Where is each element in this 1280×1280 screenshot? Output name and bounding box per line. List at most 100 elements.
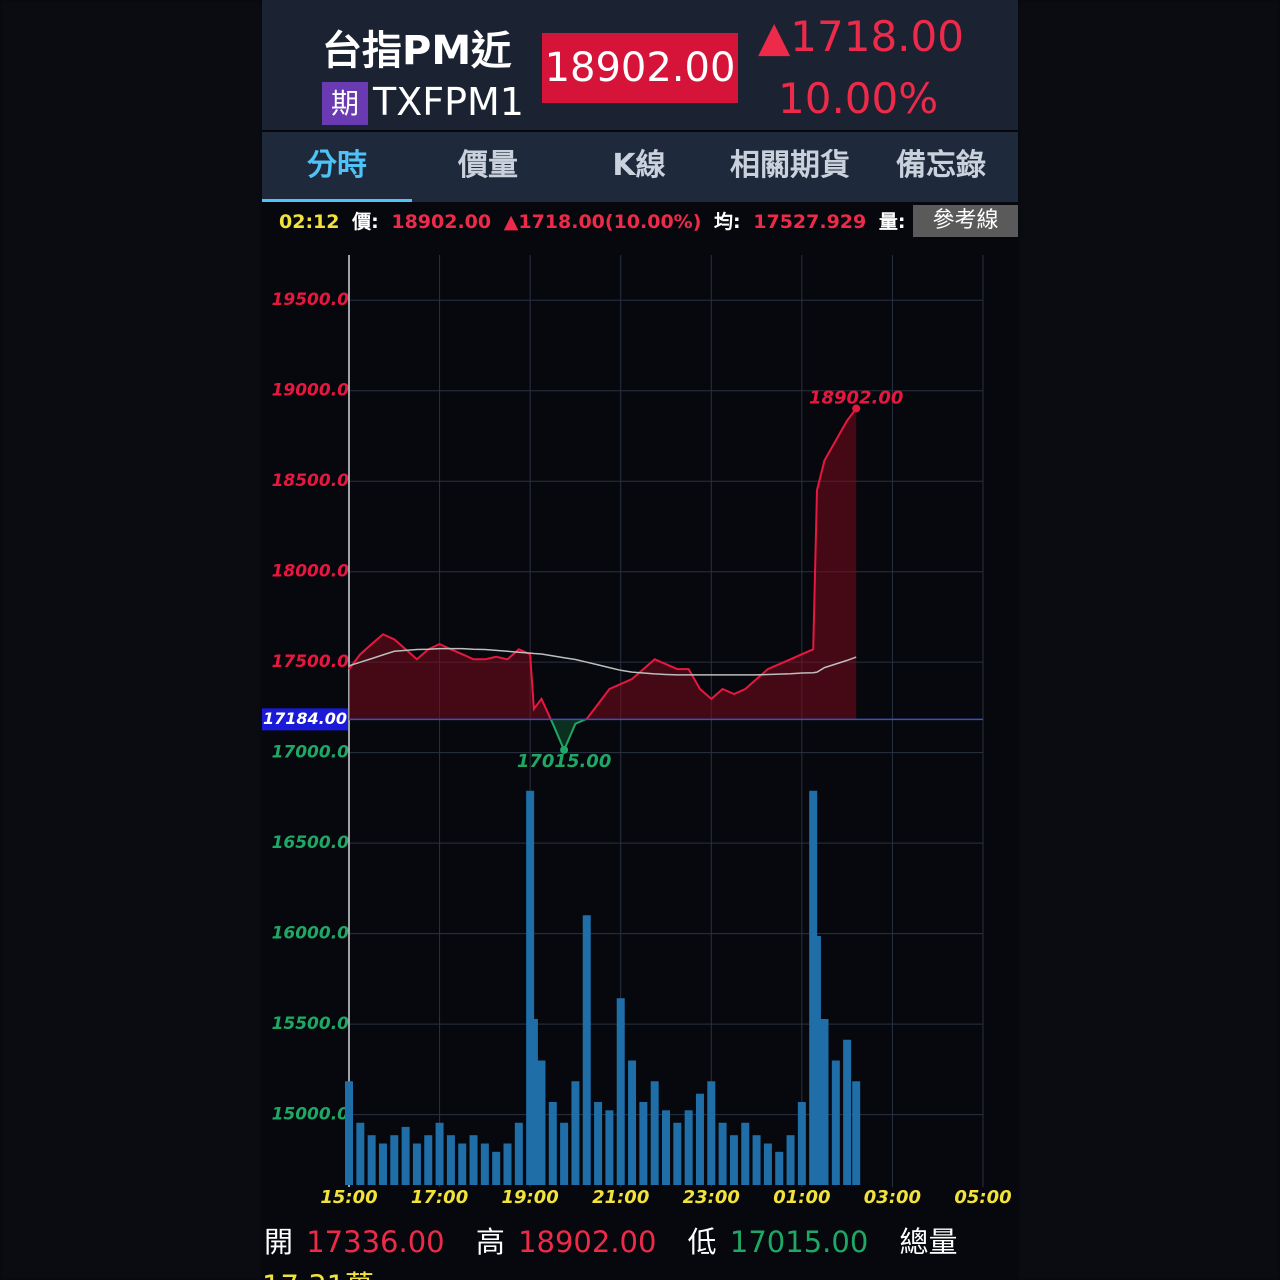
y-tick-label: 18000.0: [272, 562, 350, 582]
x-tick-label: 03:00: [864, 1187, 921, 1208]
volume-bar: [412, 1143, 421, 1185]
annotation-point: [560, 745, 569, 754]
tab[interactable]: K線: [612, 148, 666, 183]
average-line: [348, 647, 857, 676]
volume-bar: [786, 1135, 795, 1185]
volume-bar: [605, 1110, 614, 1185]
volume-bar: [469, 1135, 478, 1185]
volume-bar: [639, 1102, 648, 1185]
x-tick-label: 21:00: [592, 1187, 649, 1208]
info-label: 均:: [714, 211, 741, 233]
volume-bar: [582, 915, 591, 1185]
footer-value: 17.31萬: [262, 1269, 374, 1280]
price-box: 18902.00: [542, 33, 738, 103]
volume-bar: [662, 1110, 670, 1185]
info-change: ▲1718.00(10.00%): [503, 211, 702, 233]
info-label: 量:: [878, 211, 906, 233]
price-line: [348, 407, 857, 720]
footer-value: 17015.00: [729, 1225, 869, 1259]
volume-bar: [695, 1093, 704, 1185]
volume-bar: [529, 1019, 538, 1185]
tab[interactable]: 備忘錄: [896, 148, 986, 183]
reference-label-bg: [262, 708, 348, 731]
volume-bar: [356, 1122, 365, 1185]
volume-bar: [526, 790, 535, 1185]
volume-bar: [831, 1060, 840, 1185]
volume-bar: [424, 1135, 433, 1185]
volume-bar: [628, 1060, 637, 1185]
y-tick-label: 17000.0: [272, 743, 350, 763]
info-bar: 02:12 價: 18902.00 ▲1718.00(10.00%) 均: 17…: [262, 205, 1018, 239]
volume-bar: [707, 1081, 716, 1185]
volume-bar: [673, 1122, 682, 1185]
volume-bar: [729, 1135, 738, 1185]
volume-bar: [492, 1151, 501, 1185]
y-tick-label: 18500.0: [272, 471, 350, 491]
y-tick-label: 15500.0: [272, 1014, 350, 1034]
x-tick-label: 23:00: [683, 1187, 740, 1208]
volume-bar: [812, 936, 821, 1185]
change-pct: 10.00%: [778, 74, 939, 123]
volume-bar: [514, 1122, 523, 1185]
volume-bar: [616, 998, 625, 1185]
x-tick-label: 17:00: [411, 1187, 468, 1208]
info-price: 18902.00: [391, 211, 492, 233]
volume-bar: [560, 1122, 569, 1185]
x-tick-label: 01:00: [773, 1187, 830, 1208]
tab[interactable]: 相關期貨: [730, 148, 850, 183]
blurred-background: [1018, 0, 1280, 1280]
tab-bar: 分時 價量 K線 相關期貨 備忘錄: [262, 132, 1018, 202]
volume-bar: [820, 1019, 829, 1185]
volume-bar: [763, 1143, 772, 1185]
volume-bar: [684, 1110, 693, 1185]
annotation-label: 18902.00: [809, 387, 904, 408]
tab[interactable]: 價量: [458, 148, 518, 183]
info-avg: 17527.929: [753, 211, 867, 233]
volume-bar: [843, 1039, 852, 1185]
x-tick-label: 05:00: [954, 1187, 1011, 1208]
y-tick-label: 16000.0: [272, 924, 350, 944]
volume-bar: [503, 1143, 512, 1185]
header: 台指PM近 期 TXFPM1 18902.00 ▲1718.00 10.00%: [262, 0, 1018, 130]
volume-bar: [458, 1143, 467, 1185]
volume-bar: [401, 1126, 410, 1185]
volume-bar: [390, 1135, 399, 1185]
volume-bar: [548, 1102, 557, 1185]
footer-label: 總量: [899, 1225, 958, 1259]
footer-label: 低: [687, 1225, 717, 1259]
price-area: [550, 719, 586, 750]
reference-button[interactable]: 參考線: [913, 205, 1018, 237]
footer-value: 17336.00: [306, 1225, 445, 1259]
info-label: 價:: [352, 211, 379, 233]
volume-bar: [571, 1081, 580, 1185]
footer-value: 18902.00: [518, 1225, 657, 1259]
y-tick-label: 19000.0: [272, 381, 350, 401]
volume-bar: [537, 1060, 546, 1185]
y-tick-label: 16500.0: [272, 833, 350, 853]
volume-bar: [650, 1081, 659, 1185]
volume-bar: [446, 1135, 455, 1185]
volume-bar: [367, 1135, 376, 1185]
tab[interactable]: 分時: [262, 132, 412, 202]
annotation-point: [852, 404, 861, 413]
footer-label: 開: [264, 1225, 294, 1259]
title: 台指PM近: [322, 28, 512, 74]
reference-label: 17184.00: [263, 709, 347, 728]
footer-label: 高: [475, 1225, 505, 1259]
volume-bar: [852, 1081, 861, 1185]
volume-bar: [594, 1102, 603, 1185]
volume-bar: [752, 1135, 761, 1185]
y-tick-label: 19500.0: [272, 290, 350, 310]
volume-bar: [435, 1122, 444, 1185]
symbol: TXFPM1: [373, 80, 524, 124]
volume-bar: [480, 1143, 489, 1185]
footer: 開 17336.00 高 18902.00 低 17015.00 總量 17.3…: [262, 1220, 1018, 1280]
volume-bar: [718, 1122, 727, 1185]
change: ▲1718.00: [758, 12, 964, 61]
volume-bar: [775, 1151, 784, 1185]
volume-bar: [345, 1081, 353, 1185]
volume-bar: [378, 1143, 387, 1185]
y-tick-label: 15000.0: [272, 1105, 350, 1125]
